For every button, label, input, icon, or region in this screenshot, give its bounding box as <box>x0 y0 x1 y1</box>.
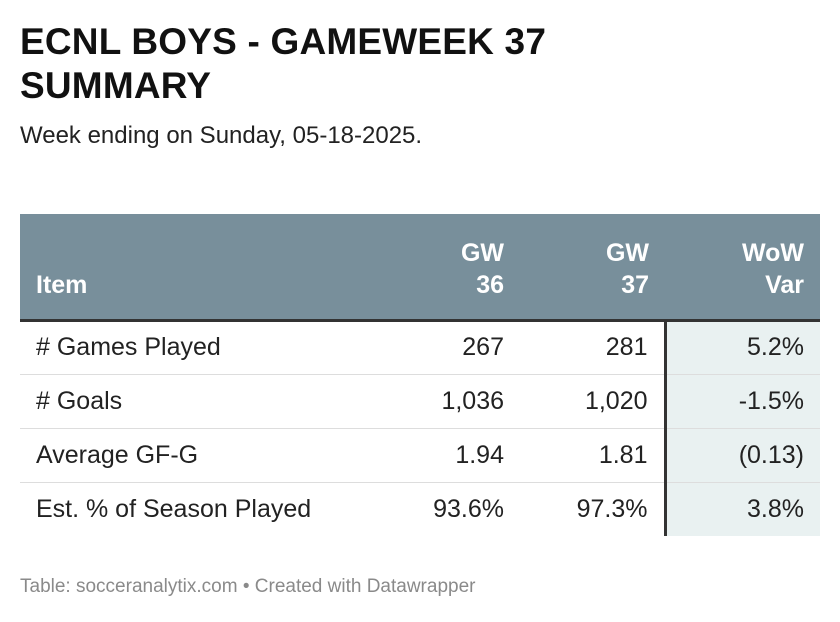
chart-footer: Table: socceranalytix.com • Created with… <box>20 576 475 598</box>
table-row: Est. % of Season Played 93.6% 97.3% 3.8% <box>20 482 820 536</box>
column-header-gw37-line2: 37 <box>621 270 649 299</box>
cell-item: # Games Played <box>20 320 390 375</box>
column-header-gw36-line2: 36 <box>476 270 504 299</box>
column-header-item[interactable]: Item <box>20 214 390 322</box>
summary-table: Item GW 36 GW 37 WoW Var # Games Played <box>20 214 820 536</box>
column-header-wow-var-line2: Var <box>765 270 804 299</box>
cell-item: Average GF-G <box>20 428 390 483</box>
chart-subtitle: Week ending on Sunday, 05-18-2025. <box>20 122 423 149</box>
footer-credit[interactable]: Created with Datawrapper <box>254 576 476 597</box>
column-header-gw37-line1: GW <box>605 238 649 267</box>
cell-gw37: 97.3% <box>576 494 648 523</box>
cell-wow-var: 3.8% <box>663 482 820 536</box>
column-header-gw36[interactable]: GW 36 <box>390 214 520 322</box>
column-header-wow-var-line1: WoW <box>741 238 804 267</box>
cell-wow-var: (0.13) <box>663 428 820 483</box>
cell-gw36: 93.6% <box>433 494 504 523</box>
table-row: # Games Played 267 281 5.2% <box>20 320 820 375</box>
cell-gw37: 1,020 <box>520 374 665 429</box>
column-header-wow-var[interactable]: WoW Var <box>665 214 820 322</box>
footer-separator: • <box>242 576 250 597</box>
cell-gw37: 281 <box>520 320 665 375</box>
chart-title: ECNL BOYS - GAMEWEEK 37 SUMMARY <box>20 21 547 106</box>
cell-wow-var: 5.2% <box>663 320 820 375</box>
table-header-row: Item GW 36 GW 37 WoW Var <box>20 214 820 322</box>
column-header-gw36-line1: GW <box>460 238 504 267</box>
table-row: # Goals 1,036 1,020 -1.5% <box>20 374 820 429</box>
column-header-item-label: Item <box>36 270 88 299</box>
cell-item: Est. % of Season Played <box>36 494 312 523</box>
cell-gw36: 267 <box>390 320 520 375</box>
column-header-gw37[interactable]: GW 37 <box>520 214 665 322</box>
cell-gw37: 1.81 <box>520 428 665 483</box>
chart-container: ECNL BOYS - GAMEWEEK 37 SUMMARY Week end… <box>20 20 820 536</box>
cell-gw36: 1.94 <box>390 428 520 483</box>
cell-wow-var: -1.5% <box>663 374 820 429</box>
cell-item: # Goals <box>20 374 390 429</box>
table-row: Average GF-G 1.94 1.81 (0.13) <box>20 428 820 483</box>
footer-source[interactable]: Table: socceranalytix.com <box>20 576 238 597</box>
cell-gw36: 1,036 <box>390 374 520 429</box>
